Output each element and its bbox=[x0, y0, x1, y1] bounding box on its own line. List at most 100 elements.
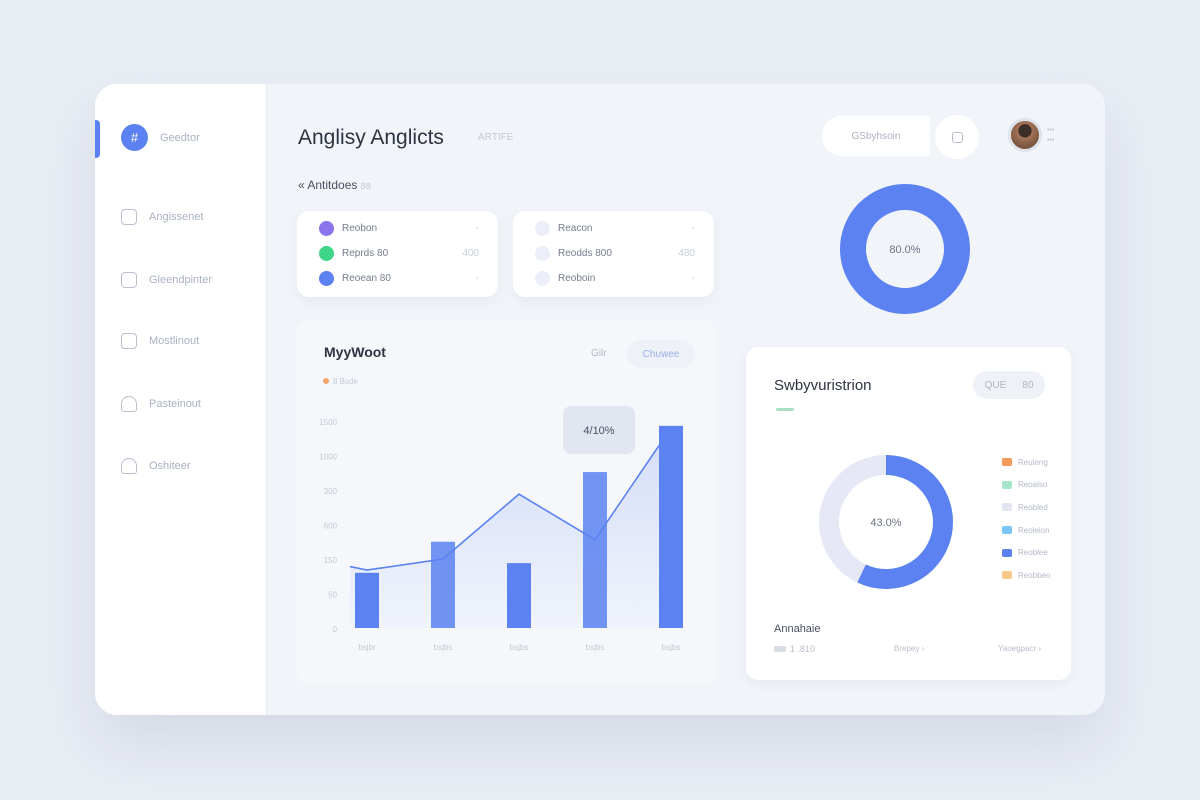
top-donut: 80.0% bbox=[840, 184, 970, 314]
distribution-title: Swbyvuristrion bbox=[774, 377, 872, 394]
footer-swatch bbox=[774, 646, 786, 652]
bar-chart-card: MyyWoot Gilr Chuwee 8 Bsde 0 50 150 600 300 1… bbox=[297, 320, 715, 684]
row-label: Reoboin bbox=[558, 273, 596, 284]
bar[interactable] bbox=[583, 472, 607, 628]
chat-icon bbox=[951, 131, 963, 143]
chart-title: MyyWoot bbox=[324, 344, 386, 360]
list-item: Reprds 80 400 bbox=[319, 246, 479, 261]
sidebar-item-label: Angissenet bbox=[149, 211, 204, 223]
section-count: 88 bbox=[360, 181, 371, 191]
legend-item: Reobled bbox=[1002, 496, 1050, 519]
section-label: Antitdoes bbox=[307, 178, 358, 192]
footer-link-2[interactable]: Yaoegpacr › bbox=[998, 644, 1041, 653]
dashboard-window: # Geedtor Angissenet Gleendpinter Mostlin… bbox=[95, 84, 1105, 715]
avatar[interactable] bbox=[1008, 118, 1042, 152]
sidebar-item-1[interactable]: Angissenet bbox=[121, 209, 203, 225]
page-title: Anglisy Anglicts bbox=[298, 126, 444, 149]
footer-value: 1 .810 bbox=[774, 644, 815, 654]
bar[interactable] bbox=[355, 572, 379, 628]
footer-title: Annahaie bbox=[774, 623, 821, 635]
status-dot bbox=[319, 246, 334, 261]
donut-label: 43.0% bbox=[870, 517, 901, 529]
list-item: Reobon - bbox=[319, 221, 479, 236]
tab-1[interactable]: Gilr bbox=[591, 348, 607, 359]
bar[interactable] bbox=[431, 541, 455, 628]
sidebar-item-2[interactable]: Gleendpinter bbox=[121, 272, 212, 288]
donut-segment bbox=[819, 455, 953, 589]
bar[interactable] bbox=[659, 425, 683, 628]
stat-card-2: Reacon - Reodds 800 480 Reoboin - bbox=[513, 211, 714, 297]
legend-label: Reoleion bbox=[1018, 525, 1050, 535]
x-tick-label: bsjbs bbox=[434, 643, 453, 652]
user-meta-line: ••• bbox=[1047, 127, 1055, 134]
row-label: Reprds 80 bbox=[342, 248, 389, 259]
clipboard-icon bbox=[121, 209, 137, 225]
status-dot bbox=[535, 271, 550, 286]
legend-dot bbox=[323, 378, 329, 384]
user-meta[interactable]: ••• ••• bbox=[1047, 126, 1054, 146]
legend-swatch bbox=[1002, 458, 1012, 467]
row-value: 480 bbox=[678, 248, 695, 259]
grid-icon: # bbox=[121, 124, 148, 151]
sidebar-item-4[interactable]: Pasteinout bbox=[121, 396, 201, 412]
stat-card-1: Reobon - Reprds 80 400 Reoean 80 - bbox=[297, 211, 498, 297]
top-donut-label: 80.0% bbox=[889, 244, 920, 256]
toggle-label: QUE bbox=[984, 379, 1007, 391]
notification-button[interactable] bbox=[935, 115, 979, 159]
legend-item: Reuleng bbox=[1002, 451, 1050, 474]
sidebar-item-label: Gleendpinter bbox=[149, 274, 212, 286]
row-value: - bbox=[475, 273, 479, 284]
footer-link-1[interactable]: Brepey › bbox=[894, 644, 925, 653]
y-tick-label: 50 bbox=[328, 591, 337, 600]
list-item: Reoboin - bbox=[535, 271, 695, 286]
row-label: Reacon bbox=[558, 223, 593, 234]
legend-label: 8 Bsde bbox=[333, 377, 358, 386]
list-item: Reoean 80 - bbox=[319, 271, 479, 286]
top-donut-ring bbox=[840, 184, 970, 314]
sidebar-item-5[interactable]: Oshiteer bbox=[121, 458, 191, 474]
calendar-icon bbox=[121, 333, 137, 349]
legend-swatch bbox=[1002, 526, 1012, 535]
status-dot bbox=[319, 271, 334, 286]
legend-item: Reoblee bbox=[1002, 541, 1050, 564]
status-dot bbox=[535, 221, 550, 236]
legend-label: Reuleng bbox=[1018, 457, 1048, 467]
user-meta-line: ••• bbox=[1047, 137, 1055, 144]
sidebar-item-label: Geedtor bbox=[160, 131, 200, 144]
tooltip-label: 4/10% bbox=[583, 425, 614, 437]
legend-item: Reoleion bbox=[1002, 519, 1050, 542]
y-tick-label: 300 bbox=[324, 487, 338, 496]
chart-legend: 8 Bsde bbox=[323, 377, 358, 386]
distribution-card: Swbyvuristrion QUE 80 43.0% Reuleng Reoals… bbox=[746, 347, 1071, 680]
legend-swatch bbox=[1002, 548, 1012, 557]
sidebar: # Geedtor Angissenet Gleendpinter Mostlin… bbox=[95, 84, 267, 715]
user-icon bbox=[121, 396, 137, 412]
row-label: Reoean 80 bbox=[342, 273, 391, 284]
y-tick-label: 0 bbox=[333, 625, 338, 634]
sidebar-item-label: Pasteinout bbox=[149, 398, 201, 410]
x-tick-label: bsjbs bbox=[586, 643, 605, 652]
tab-2[interactable]: Chuwee bbox=[627, 340, 695, 368]
list-item: Reodds 800 480 bbox=[535, 246, 695, 261]
legend-item: Reobbeo bbox=[1002, 564, 1050, 587]
card-icon bbox=[121, 272, 137, 288]
list-item: Reacon - bbox=[535, 221, 695, 236]
bar[interactable] bbox=[507, 563, 531, 628]
y-tick-label: 1000 bbox=[319, 453, 337, 462]
row-label: Reobon bbox=[342, 223, 378, 234]
sidebar-item-3[interactable]: Mostlinout bbox=[121, 333, 199, 349]
trend-line bbox=[349, 427, 672, 571]
distribution-legend: Reuleng Reoalso Reobled Reoleion Reoblee Reob… bbox=[1002, 451, 1050, 587]
footer-value-text: 1 .810 bbox=[790, 644, 816, 654]
active-indicator bbox=[95, 120, 100, 158]
x-tick-label: bsjbr bbox=[358, 643, 376, 652]
sidebar-item-0[interactable]: # Geedtor bbox=[121, 124, 200, 151]
section-heading: « Antitdoes 88 bbox=[298, 178, 371, 192]
y-tick-label: 1500 bbox=[319, 418, 337, 427]
search-input[interactable]: GSbyhsoin bbox=[822, 116, 930, 156]
legend-label: Reobbeo bbox=[1018, 570, 1051, 580]
period-toggle[interactable]: QUE 80 bbox=[973, 371, 1045, 399]
title-underline bbox=[776, 408, 794, 411]
row-value: - bbox=[475, 223, 479, 234]
x-tick-label: bsjbs bbox=[510, 643, 529, 652]
